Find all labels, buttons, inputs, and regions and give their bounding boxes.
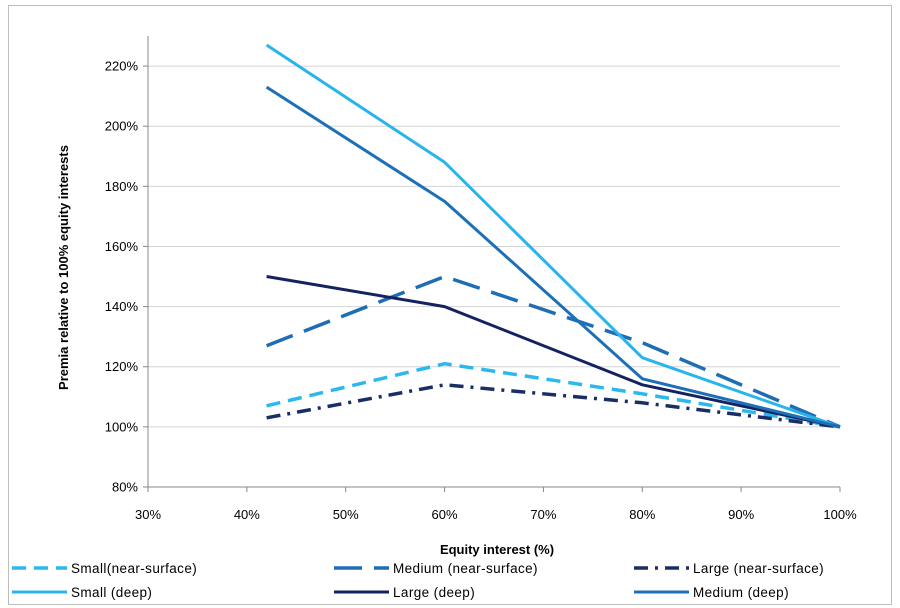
gridlines xyxy=(148,65,840,428)
legend-label-5: Medium (deep) xyxy=(693,585,789,600)
tick-labels: 80% 100% 120% 140% 160% 180% 200% 220% 30% 40% 50%… xyxy=(105,59,857,522)
series-line-0 xyxy=(266,361,841,429)
series-line-5 xyxy=(265,85,841,429)
y-tick-label: 100% xyxy=(105,419,139,434)
y-tick-label: 220% xyxy=(105,59,139,74)
x-tick-label: 80% xyxy=(629,507,655,522)
series-line-2 xyxy=(266,383,841,429)
y-tick-label: 200% xyxy=(105,119,139,134)
y-tick-label: 160% xyxy=(105,239,139,254)
legend-label-2: Large (near-surface) xyxy=(693,561,824,576)
axes xyxy=(143,36,841,492)
chart-frame xyxy=(8,5,892,605)
y-tick-label: 120% xyxy=(105,359,139,374)
legend-label-3: Small (deep) xyxy=(71,585,152,600)
x-tick-label: 70% xyxy=(530,507,556,522)
x-tick-label: 50% xyxy=(333,507,359,522)
y-axis-title: Premia relative to 100% equity interests xyxy=(56,145,71,390)
x-tick-label: 30% xyxy=(135,507,161,522)
x-tick-label: 90% xyxy=(728,507,754,522)
x-tick-label: 100% xyxy=(823,507,857,522)
y-tick-label: 180% xyxy=(105,179,139,194)
y-tick-label: 80% xyxy=(112,480,138,495)
legend-label-0: Small(near-surface) xyxy=(71,561,197,576)
y-tick-label: 140% xyxy=(105,299,139,314)
x-tick-label: 60% xyxy=(432,507,458,522)
legend-label-4: Large (deep) xyxy=(393,585,475,600)
series-line-4 xyxy=(266,275,841,429)
x-tick-label: 40% xyxy=(234,507,260,522)
series-line-3 xyxy=(265,43,841,429)
series-line-1 xyxy=(265,274,841,429)
legend: Small(near-surface) Medium (near-surface)… xyxy=(12,561,824,600)
x-axis-title: Equity interest (%) xyxy=(440,542,554,557)
legend-label-1: Medium (near-surface) xyxy=(393,561,538,576)
series-lines xyxy=(265,43,841,429)
